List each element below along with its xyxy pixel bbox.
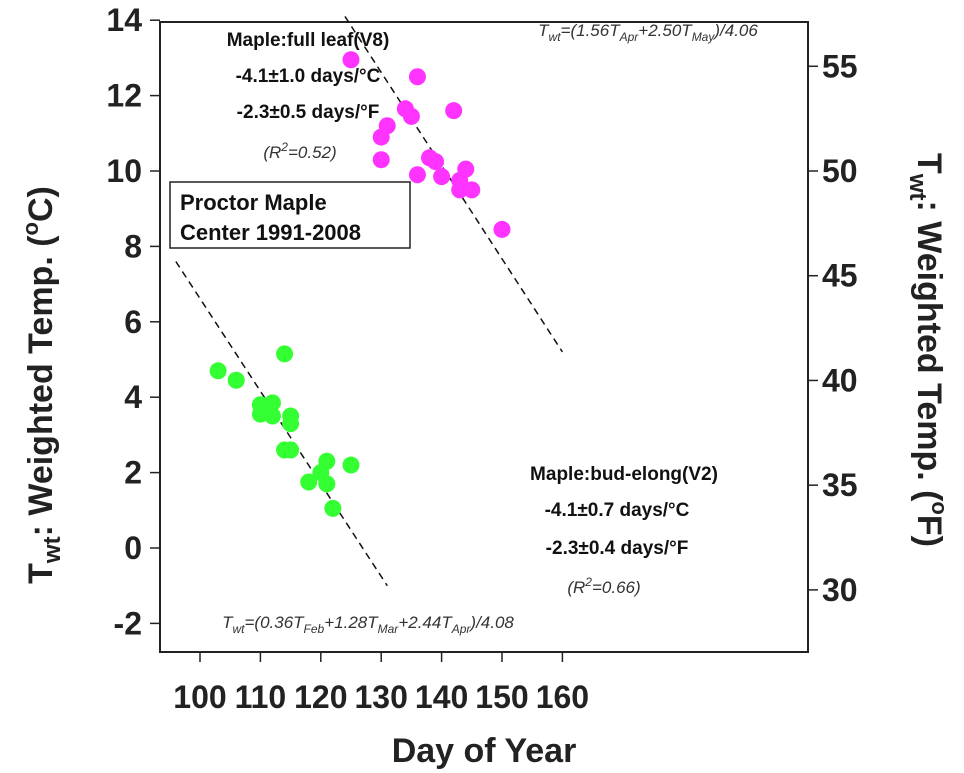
x-tick-label: 110 [235, 679, 287, 715]
full-leaf-r2: (R2=0.52) [263, 140, 336, 162]
fit-lines [175, 16, 564, 587]
data-point-full-leaf [427, 153, 445, 171]
x-tick-label: 130 [355, 679, 408, 715]
data-point-bud-elong [263, 394, 281, 412]
full-leaf-title: Maple:full leaf(V8) [227, 30, 390, 51]
y-tick-label: 4 [124, 379, 142, 415]
data-point-bud-elong [209, 362, 227, 380]
bud-elong-r2: (R2=0.66) [567, 575, 640, 597]
site-box [169, 181, 411, 249]
y-tick-label: -2 [114, 605, 142, 641]
data-point-bud-elong [227, 371, 245, 389]
data-point-full-leaf [408, 68, 426, 86]
data-point-full-leaf [342, 51, 360, 69]
data-point-full-leaf [463, 181, 481, 199]
y-tick-label: 0 [124, 530, 142, 566]
data-point-bud-elong [318, 452, 336, 470]
y-axis-right-title: Twt: Weighted Temp. (oF) [904, 153, 952, 547]
bud-elong-title: Maple:bud-elong(V2) [530, 464, 718, 485]
y-tick-label: 10 [106, 153, 142, 189]
y-axis-left-title: Twt: Weighted Temp. (oC) [18, 186, 66, 584]
bud-elong-rate-f: -2.3±0.4 days/°F [546, 538, 689, 559]
data-point-bud-elong [263, 407, 281, 425]
y-right-tick-label: 35 [822, 467, 858, 503]
data-point-bud-elong [276, 345, 294, 363]
data-point-bud-elong [318, 475, 336, 493]
data-point-full-leaf [408, 166, 426, 184]
y-right-tick-label: 40 [822, 362, 858, 398]
data-point-full-leaf [445, 102, 463, 120]
y-right-tick-label: 50 [822, 153, 858, 189]
y-tick-label: 6 [124, 304, 142, 340]
y-axis-left: -2 0 2 4 6 8 10 12 14 [106, 2, 160, 641]
data-point-full-leaf [402, 107, 420, 125]
data-point-full-leaf [457, 160, 475, 178]
data-point-bud-elong [300, 473, 318, 491]
data-point-full-leaf [433, 168, 451, 186]
data-point-full-leaf [372, 151, 390, 169]
x-tick-label: 150 [475, 679, 528, 715]
y-tick-label: 14 [106, 2, 142, 38]
x-tick-label: 100 [173, 679, 226, 715]
y-right-tick-label: 45 [822, 258, 858, 294]
x-tick-label: 160 [536, 679, 589, 715]
y-tick-label: 8 [124, 228, 142, 264]
fit-line-bud-elong [175, 261, 388, 587]
x-tick-label: 120 [294, 679, 347, 715]
site-box-line1: Proctor Maple [180, 190, 327, 215]
data-points [209, 51, 511, 517]
bud-elong-rate-c: -4.1±0.7 days/°C [545, 500, 690, 521]
data-point-bud-elong [282, 415, 300, 433]
y-right-tick-label: 30 [822, 572, 858, 608]
y-tick-label: 12 [106, 78, 142, 114]
data-point-full-leaf [378, 117, 396, 135]
y-right-tick-label: 55 [822, 48, 858, 84]
bud-elong-formula: Twt=(0.36TFeb+1.28TMar+2.44TApr)/4.08 [222, 613, 514, 636]
data-point-bud-elong [324, 499, 342, 517]
full-leaf-rate-c: -4.1±1.0 days/°C [236, 66, 381, 87]
site-box-line2: Center 1991-2008 [180, 220, 361, 245]
y-axis-right: 30 35 40 45 50 55 [808, 48, 858, 608]
x-axis: 100 110 120 130 140 150 160 [173, 652, 589, 715]
fit-line-full-leaf [344, 16, 564, 353]
data-point-bud-elong [342, 456, 360, 474]
data-point-full-leaf [493, 220, 511, 238]
x-axis-title: Day of Year [392, 732, 577, 770]
y-tick-label: 2 [124, 455, 142, 491]
x-tick-label: 140 [415, 679, 468, 715]
plot-frame [159, 21, 809, 653]
full-leaf-formula: Twt=(1.56TApr+2.50TMay)/4.06 [538, 21, 758, 44]
full-leaf-rate-f: -2.3±0.5 days/°F [237, 102, 380, 123]
data-point-bud-elong [282, 441, 300, 459]
